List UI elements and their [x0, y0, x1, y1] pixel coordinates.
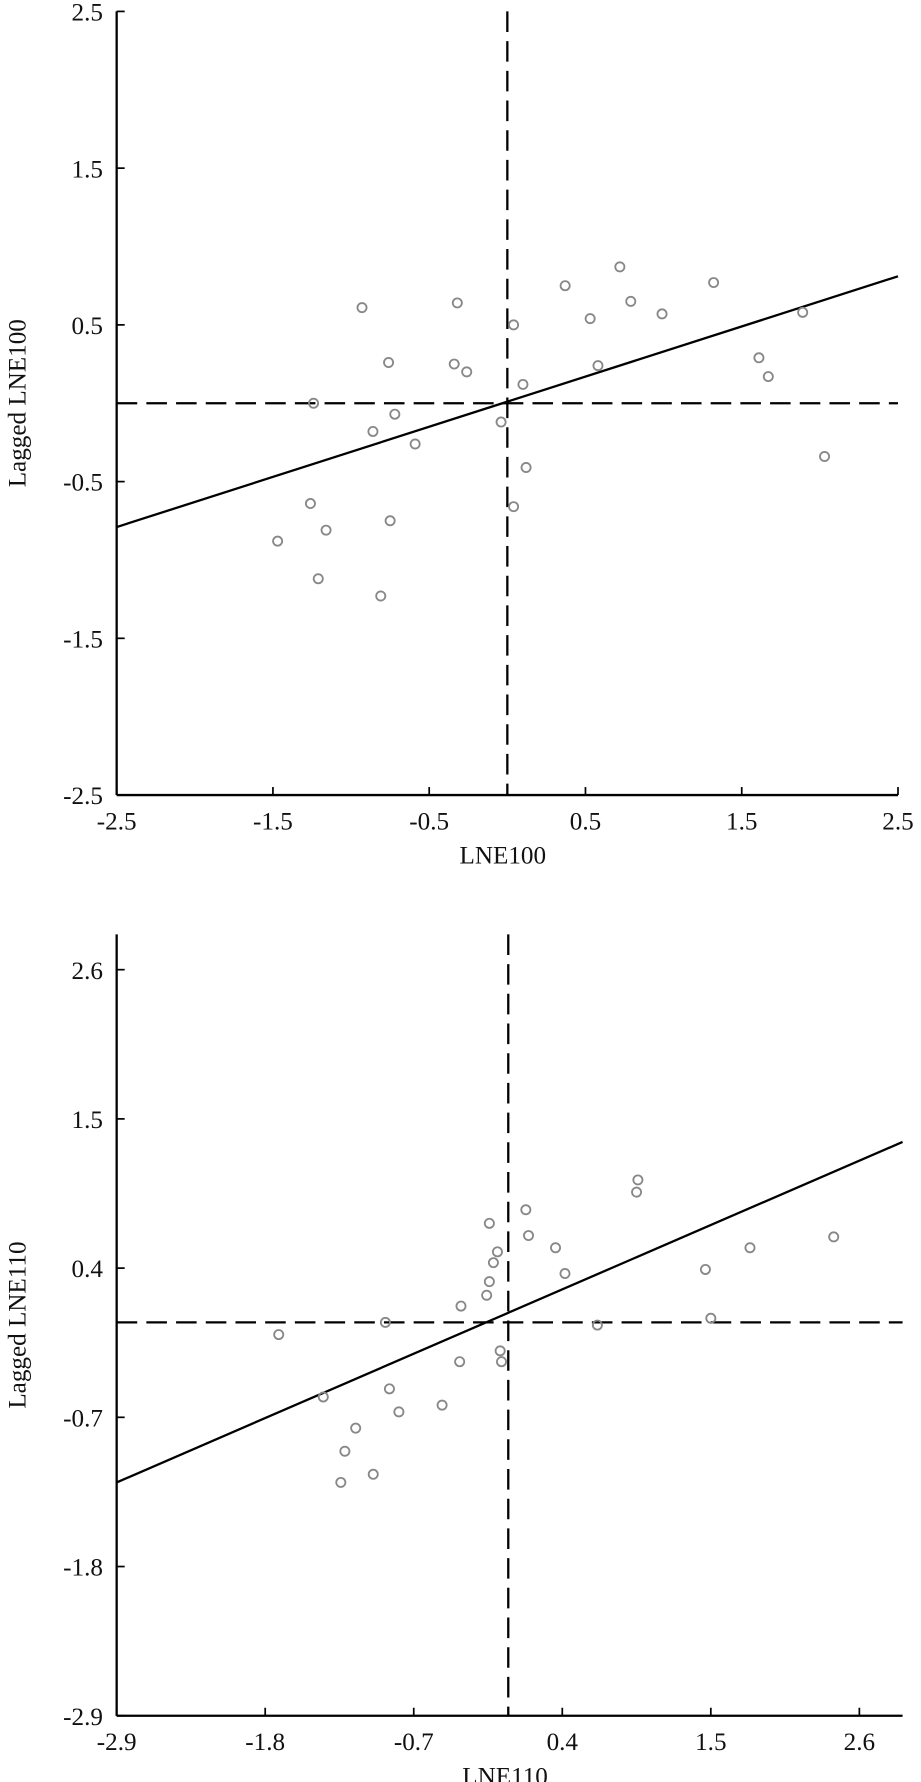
x-tick-label: 1.5	[726, 808, 757, 835]
point	[744, 1242, 756, 1254]
point	[448, 358, 460, 370]
y-axis-label: Lagged LNE100	[4, 319, 31, 487]
x-tick-label: -0.7	[394, 1729, 434, 1756]
point	[508, 501, 520, 513]
point	[559, 1268, 571, 1280]
point	[708, 277, 720, 289]
point	[819, 451, 831, 463]
point	[584, 313, 596, 325]
point	[699, 1263, 711, 1275]
point	[828, 1231, 840, 1243]
point	[455, 1300, 467, 1312]
point	[409, 438, 421, 450]
y-tick-label: 2.5	[72, 0, 103, 27]
point	[631, 1186, 643, 1198]
point	[454, 1356, 466, 1368]
point	[483, 1276, 495, 1288]
point	[451, 297, 463, 309]
x-tick-label: -1.8	[245, 1729, 285, 1756]
point	[705, 1312, 717, 1324]
x-tick-label: -2.9	[97, 1729, 137, 1756]
point	[520, 462, 532, 473]
x-axis-label: LNE100	[459, 843, 546, 870]
point	[350, 1422, 362, 1434]
y-tick-label: 2.6	[72, 958, 103, 985]
y-tick-label: 0.4	[72, 1256, 104, 1283]
point	[461, 366, 473, 378]
x-tick-label: -0.5	[409, 808, 449, 835]
point	[496, 1356, 508, 1368]
y-tick-label: -0.5	[63, 470, 103, 497]
point	[367, 425, 379, 437]
point	[273, 1329, 285, 1341]
point	[367, 1468, 379, 1480]
point	[335, 1476, 347, 1488]
point	[517, 378, 529, 390]
point	[356, 302, 368, 314]
point	[550, 1242, 562, 1254]
point	[383, 357, 395, 368]
point	[375, 590, 387, 602]
point	[393, 1406, 405, 1418]
point	[508, 319, 520, 331]
point	[317, 1391, 329, 1403]
point	[632, 1174, 644, 1186]
point	[320, 524, 332, 536]
point	[339, 1445, 351, 1457]
point	[481, 1289, 493, 1301]
point	[312, 573, 324, 585]
y-tick-label: -0.7	[63, 1405, 103, 1432]
fit-line	[116, 1140, 904, 1484]
point	[483, 1217, 495, 1229]
y-tick-label: 1.5	[72, 1107, 103, 1134]
point	[591, 1319, 603, 1331]
point	[520, 1204, 532, 1216]
point	[389, 408, 401, 420]
point	[559, 280, 571, 292]
point	[523, 1230, 535, 1242]
x-tick-label: 2.5	[882, 808, 913, 835]
y-tick-label: 0.5	[72, 313, 103, 340]
x-tick-label: 1.5	[695, 1729, 726, 1756]
point	[272, 535, 284, 547]
point	[656, 308, 668, 320]
point	[625, 295, 637, 307]
y-tick-label: -2.9	[63, 1704, 103, 1731]
point	[304, 498, 316, 510]
point	[379, 1316, 391, 1328]
point	[383, 1383, 395, 1395]
y-axis-label: Lagged LNE110	[4, 1241, 31, 1408]
y-tick-label: -1.5	[63, 626, 103, 653]
x-tick-label: 0.5	[570, 808, 601, 835]
y-tick-label: 1.5	[72, 156, 103, 183]
point	[436, 1399, 448, 1411]
x-tick-label: -2.5	[97, 808, 137, 835]
point	[753, 352, 765, 364]
y-tick-label: -1.8	[63, 1555, 103, 1582]
point	[614, 261, 626, 273]
point	[495, 416, 507, 428]
x-tick-label: 0.4	[547, 1729, 579, 1756]
x-tick-label: 2.6	[844, 1729, 875, 1756]
x-axis-label: LNE110	[462, 1763, 548, 1782]
point	[487, 1257, 499, 1269]
point	[491, 1246, 503, 1258]
point	[384, 515, 396, 527]
fit-line	[116, 275, 899, 529]
point	[308, 397, 320, 409]
point	[797, 306, 809, 318]
point	[762, 371, 774, 383]
y-tick-label: -2.5	[63, 783, 103, 810]
x-tick-label: -1.5	[253, 808, 293, 835]
point	[592, 360, 604, 372]
point	[494, 1345, 506, 1357]
